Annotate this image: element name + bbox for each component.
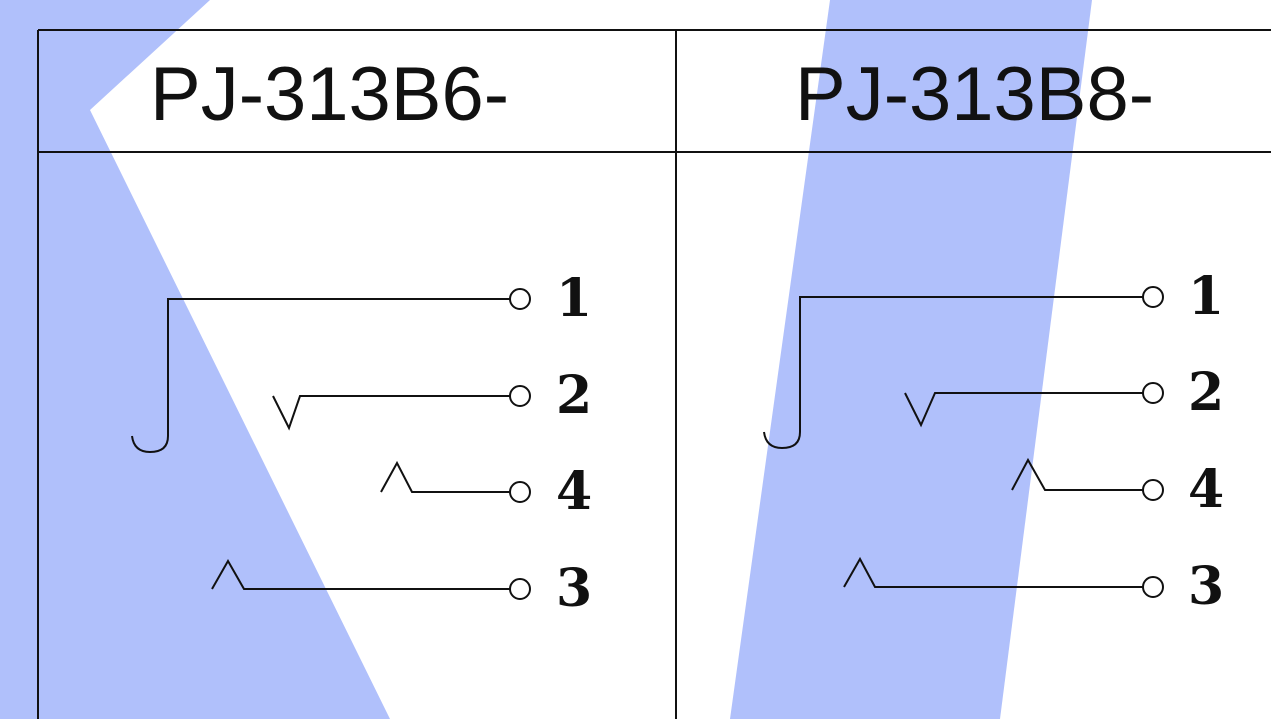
left-terminal-1: [509, 288, 531, 310]
watermark-stripe-left: [0, 0, 390, 719]
left-pin-label-2: 2: [556, 365, 593, 426]
right-terminal-1: [1142, 286, 1164, 308]
right-sleeve-contact: [763, 296, 1143, 450]
right-pin-label-2: 2: [1188, 362, 1225, 423]
left-contact-2: [272, 395, 510, 431]
panel-title-left: PJ-313B6-: [150, 52, 510, 137]
right-terminal-2: [1142, 382, 1164, 404]
right-contact-2: [904, 392, 1143, 428]
left-terminal-3: [509, 578, 531, 600]
left-terminal-4: [509, 481, 531, 503]
left-pin-label-4: 4: [556, 461, 593, 522]
left-terminal-2: [509, 385, 531, 407]
right-contact-4: [1011, 457, 1143, 491]
left-contact-4: [380, 460, 510, 493]
left-pin-label-3: 3: [556, 558, 593, 619]
left-sleeve-contact: [131, 298, 510, 454]
panel-title-right: PJ-313B8-: [795, 52, 1155, 137]
right-pin-label-4: 4: [1188, 459, 1225, 520]
right-terminal-3: [1142, 576, 1164, 598]
left-contact-3: [211, 558, 510, 590]
right-contact-3: [843, 556, 1143, 588]
right-pin-label-1: 1: [1188, 266, 1225, 327]
left-pin-label-1: 1: [556, 268, 593, 329]
right-terminal-4: [1142, 479, 1164, 501]
right-pin-label-3: 3: [1188, 556, 1225, 617]
watermark-stripe-right: [730, 0, 1092, 719]
